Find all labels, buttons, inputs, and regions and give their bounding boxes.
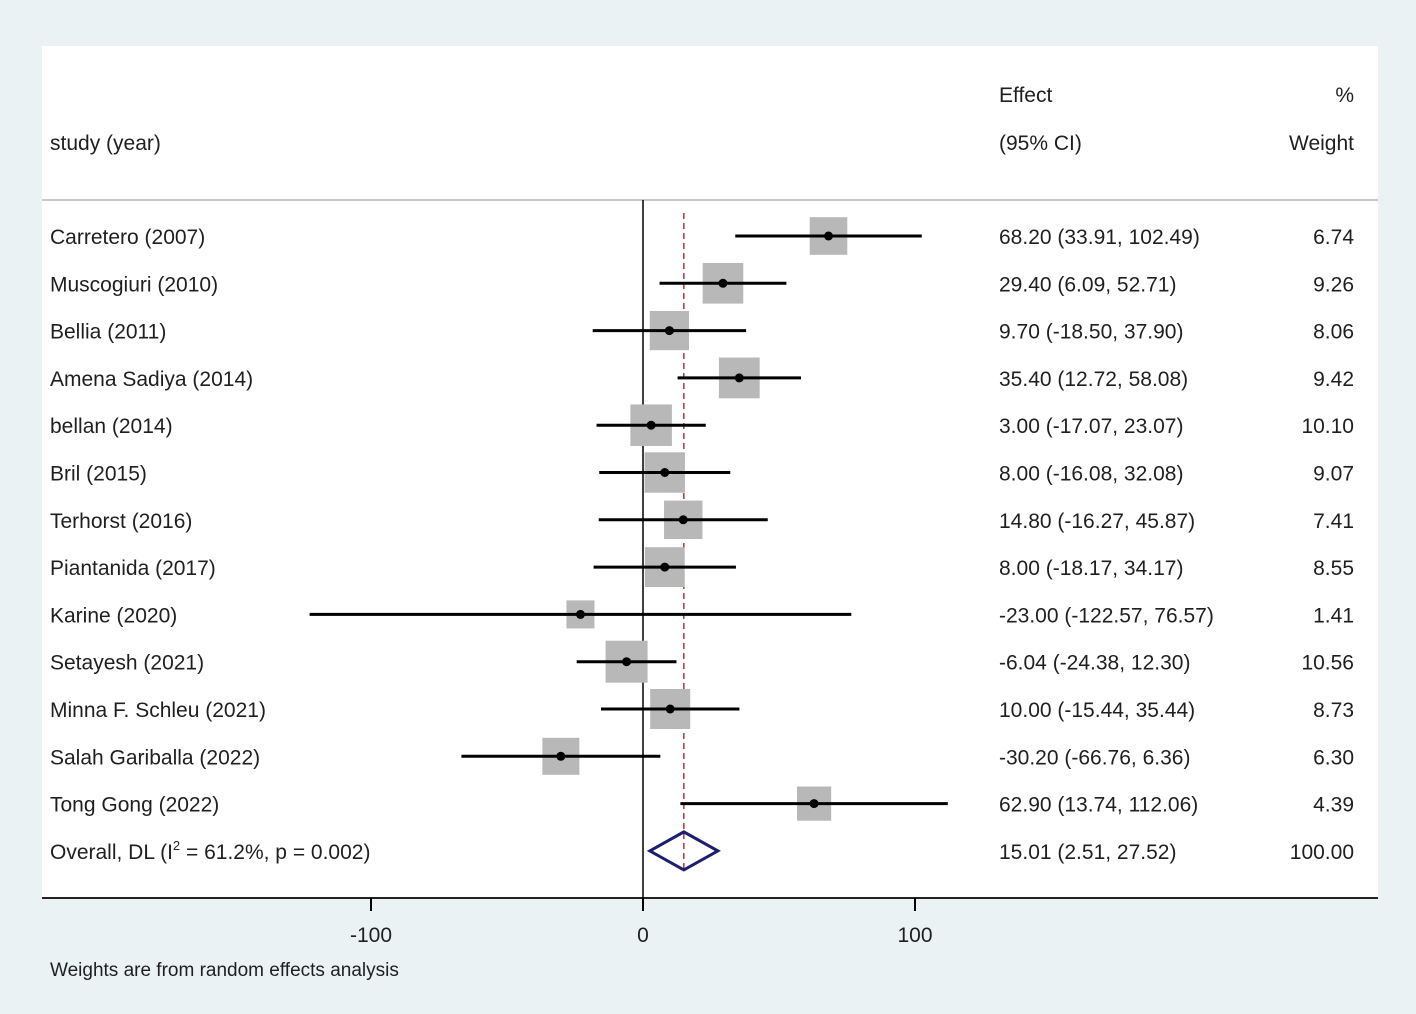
weight-text: 6.74: [1313, 226, 1354, 249]
weight-text: 9.42: [1313, 368, 1354, 391]
effect-ci-text: -30.20 (-66.76, 6.36): [999, 746, 1190, 769]
weight-text: 9.07: [1313, 463, 1354, 486]
weight-text: 10.10: [1301, 415, 1354, 438]
point-estimate: [734, 373, 744, 383]
header-study: study (year): [50, 132, 161, 155]
study-label: Setayesh (2021): [50, 652, 204, 675]
point-estimate: [678, 515, 688, 525]
footnote: Weights are from random effects analysis: [50, 960, 399, 981]
study-label: bellan (2014): [50, 415, 173, 438]
x-tick-label: 100: [897, 924, 932, 947]
effect-ci-text: 3.00 (-17.07, 23.07): [999, 415, 1183, 438]
study-label: Minna F. Schleu (2021): [50, 699, 266, 722]
study-label: Tong Gong (2022): [50, 794, 219, 817]
weight-text: 4.39: [1313, 794, 1354, 817]
weight-text: 10.56: [1301, 652, 1354, 675]
point-estimate: [809, 799, 819, 809]
point-estimate: [824, 231, 834, 241]
x-tick-label: 0: [637, 924, 649, 947]
study-label: Karine (2020): [50, 604, 177, 627]
point-estimate: [622, 657, 632, 667]
effect-ci-text: 8.00 (-16.08, 32.08): [999, 463, 1183, 486]
study-label: Bellia (2011): [50, 321, 166, 344]
header-percent: %: [1335, 84, 1354, 107]
effect-ci-text: -6.04 (-24.38, 12.30): [999, 652, 1190, 675]
study-label: Carretero (2007): [50, 226, 205, 249]
weight-text: 1.41: [1313, 604, 1354, 627]
effect-ci-text: -23.00 (-122.57, 76.57): [999, 604, 1214, 627]
effect-ci-text: 10.00 (-15.44, 35.44): [999, 699, 1195, 722]
study-label: Muscogiuri (2010): [50, 273, 218, 296]
overall-label: Overall, DL (I2 = 61.2%, p = 0.002): [50, 838, 370, 864]
overall-label-prefix: Overall, DL (I: [50, 841, 173, 864]
study-label: Terhorst (2016): [50, 510, 192, 533]
weight-text: 8.73: [1313, 699, 1354, 722]
plot-marks: Carretero (2007) 68.20 (33.91, 102.49) 6.7…: [50, 200, 1354, 947]
header-weight: Weight: [1289, 132, 1354, 155]
point-estimate: [664, 326, 674, 336]
header-effect: Effect: [999, 84, 1052, 107]
overall-label-suffix: = 61.2%, p = 0.002): [180, 841, 370, 864]
overall-diamond: [646, 830, 721, 872]
weight-text: 7.41: [1313, 510, 1354, 533]
point-estimate: [665, 704, 675, 714]
point-estimate: [660, 468, 670, 477]
point-estimate: [556, 751, 566, 761]
study-label: Amena Sadiya (2014): [50, 368, 253, 391]
effect-ci-text: 68.20 (33.91, 102.49): [999, 226, 1200, 249]
weight-text: 9.26: [1313, 273, 1354, 296]
study-label: Piantanida (2017): [50, 557, 216, 580]
effect-ci-text: 14.80 (-16.27, 45.87): [999, 510, 1195, 533]
overall-weight-text: 100.00: [1290, 841, 1354, 864]
overall-label-superscript: 2: [173, 838, 180, 853]
weight-text: 6.30: [1313, 746, 1354, 769]
effect-ci-text: 35.40 (12.72, 58.08): [999, 368, 1188, 391]
study-label: Salah Gariballa (2022): [50, 746, 260, 769]
x-tick-label: -100: [350, 924, 392, 947]
overall-ci-text: 15.01 (2.51, 27.52): [999, 841, 1176, 864]
point-estimate: [646, 420, 656, 430]
study-label: Bril (2015): [50, 463, 147, 486]
effect-ci-text: 62.90 (13.74, 112.06): [999, 794, 1198, 817]
effect-ci-text: 29.40 (6.09, 52.71): [999, 273, 1176, 296]
effect-ci-text: 9.70 (-18.50, 37.90): [999, 321, 1183, 344]
weight-text: 8.55: [1313, 557, 1354, 580]
effect-ci-text: 8.00 (-18.17, 34.17): [999, 557, 1183, 580]
point-estimate: [575, 609, 585, 619]
weight-text: 8.06: [1313, 321, 1354, 344]
point-estimate: [718, 278, 728, 288]
header-ci: (95% CI): [999, 132, 1082, 155]
point-estimate: [660, 562, 670, 572]
